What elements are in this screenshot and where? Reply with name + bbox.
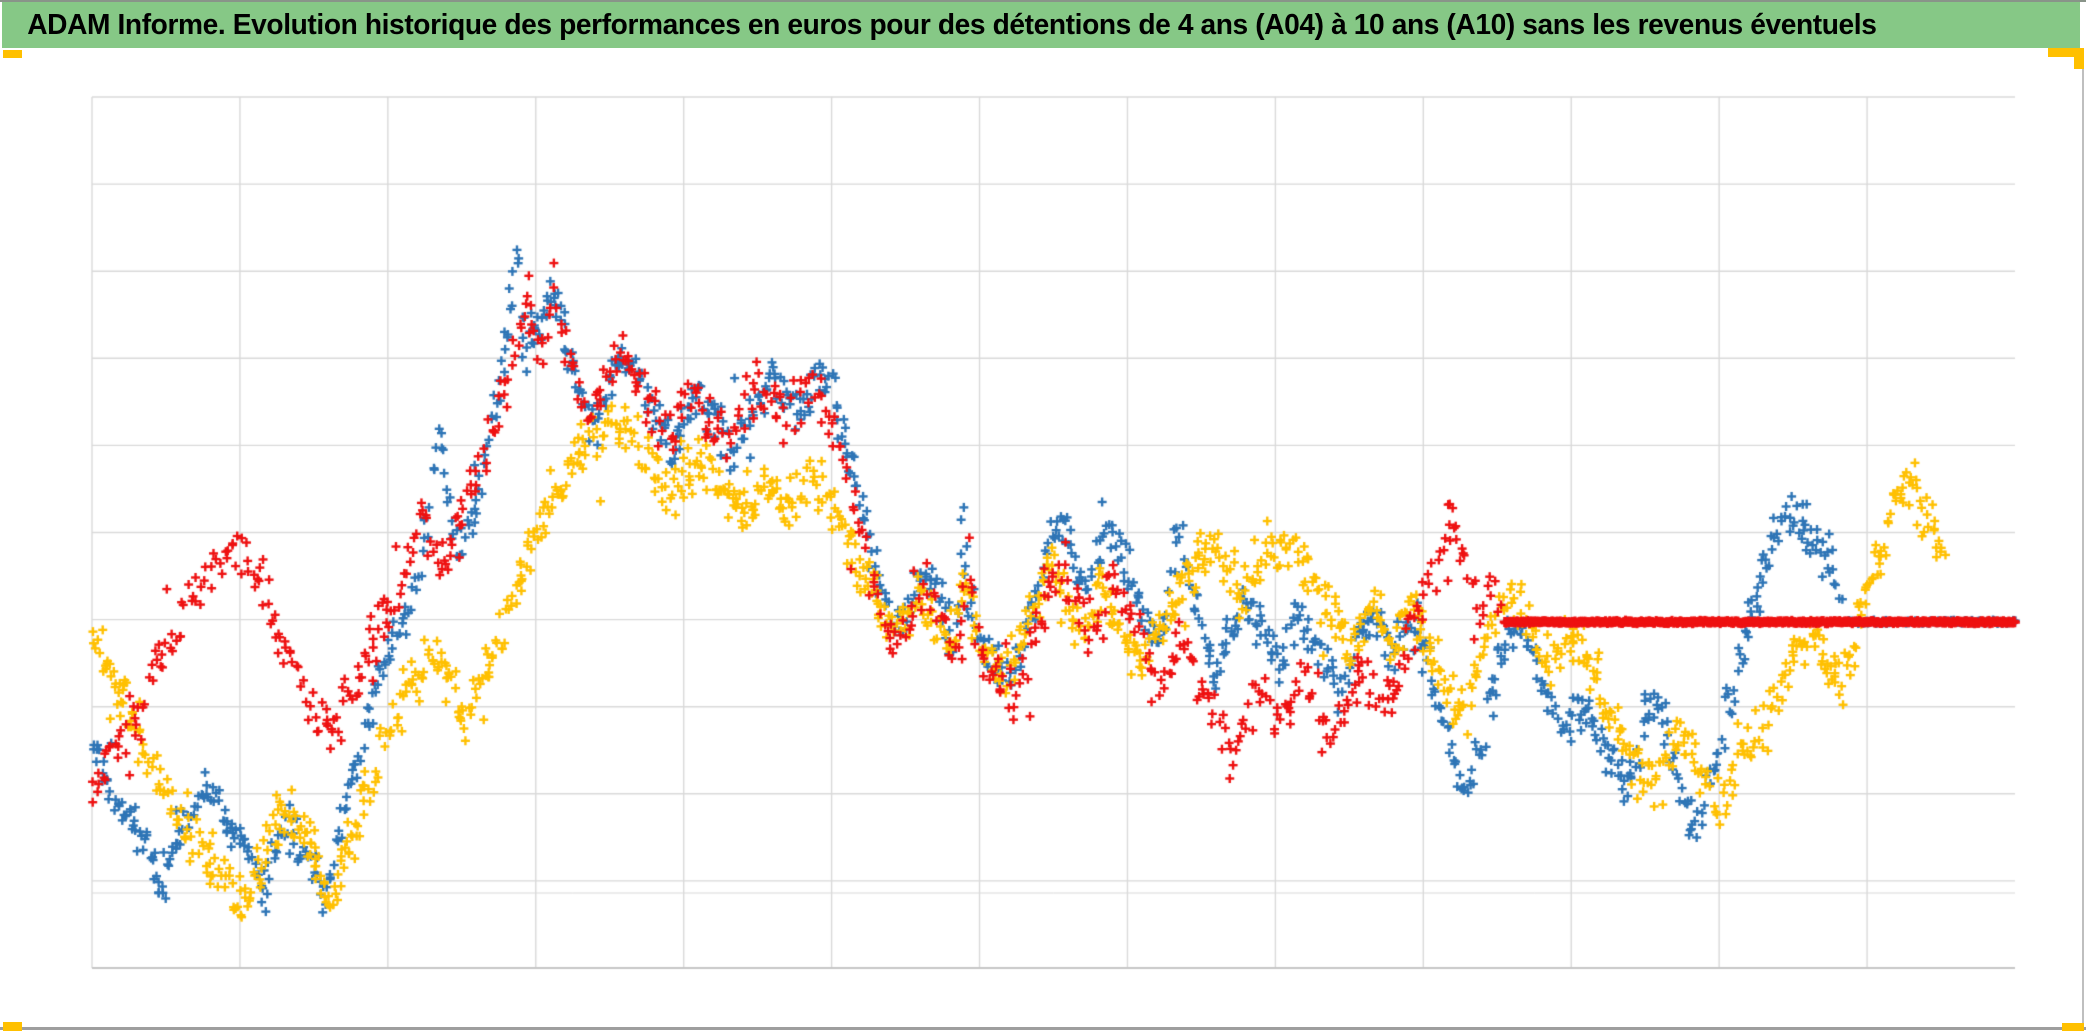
yellow-accent-top-right-vertical <box>2074 48 2084 69</box>
yellow-accent-top-left <box>3 50 22 58</box>
yellow-accent-bottom-left <box>3 1022 22 1031</box>
yellow-accent-bottom-right <box>2062 1023 2084 1031</box>
chart-title-bar: ADAM Informe. Evolution historique des p… <box>2 2 2080 48</box>
chart-title: ADAM Informe. Evolution historique des p… <box>27 8 1877 41</box>
yellow-accent-top-right-horizontal <box>2048 48 2084 57</box>
window-top-edge <box>0 0 2086 2</box>
window-right-border <box>2082 48 2084 1030</box>
window-bottom-rule <box>0 1027 2086 1030</box>
